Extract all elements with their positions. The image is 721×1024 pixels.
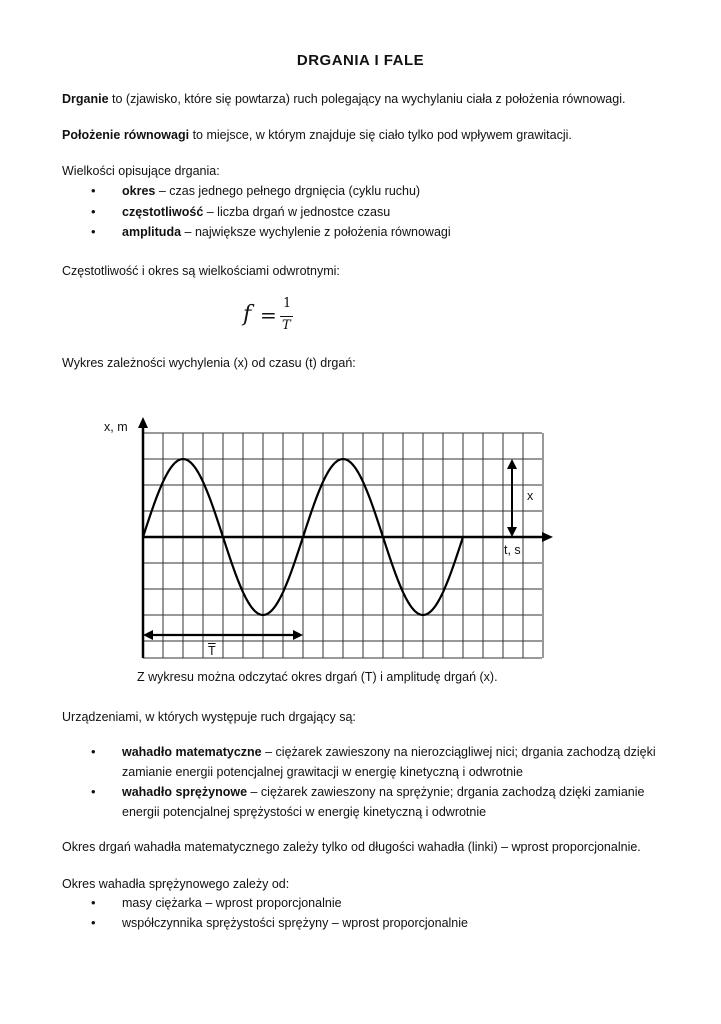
paragraph: Częstotliwość i okres są wielkościami od…: [62, 264, 340, 278]
bullet-icon: •: [91, 784, 96, 799]
paragraph: Urządzeniami, w których występuje ruch d…: [62, 710, 356, 724]
list-item: częstotliwość – liczba drgań w jednostce…: [122, 205, 391, 219]
list-item: wahadło matematyczne – ciężarek zawieszo…: [122, 745, 656, 759]
list-item-continued: energii potencjalnej sprężystości w ener…: [122, 805, 487, 819]
formula-numerator: 1: [283, 296, 292, 311]
chart-caption: Z wykresu można odczytać okres drgań (T)…: [137, 670, 498, 684]
fraction-bar: [280, 316, 293, 317]
bullet-icon: •: [91, 204, 96, 219]
list-item: wahadło sprężynowe – ciężarek zawieszony…: [122, 785, 645, 799]
bullet-icon: •: [91, 744, 96, 759]
paragraph: Wykres zależności wychylenia (x) od czas…: [62, 356, 356, 370]
list-item: współczynnika sprężystości sprężyny – wp…: [122, 916, 468, 930]
period-label: T: [208, 644, 216, 658]
amplitude-label: x: [527, 489, 534, 503]
oscillation-curve: [141, 457, 465, 617]
formula-lhs: f: [243, 302, 252, 327]
arrow-up-icon: [507, 459, 517, 469]
list-item: amplituda – największe wychylenie z poło…: [122, 225, 451, 239]
list-item: okres – czas jednego pełnego drgnięcia (…: [122, 184, 421, 198]
paragraph: Okres wahadła sprężynowego zależy od:: [62, 877, 290, 891]
formula-eq: =: [260, 303, 277, 327]
y-axis-label: x, m: [104, 420, 128, 434]
arrow-down-icon: [507, 527, 517, 537]
definition-polozenie: Położenie równowagi to miejsce, w którym…: [62, 128, 572, 142]
page-title: DRGANIA I FALE: [296, 52, 425, 69]
list-item-continued: zamianie energii potencjalnej grawitacji…: [122, 765, 523, 779]
bullet-icon: •: [91, 224, 96, 239]
formula-denominator: T: [282, 318, 291, 333]
x-axis-label: t, s: [504, 543, 521, 557]
paragraph: Wielkości opisujące drgania:: [62, 164, 220, 178]
x-axis-arrow-icon: [542, 532, 553, 542]
definition-drganie: Drganie to (zjawisko, które się powtarza…: [62, 92, 626, 106]
bullet-icon: •: [91, 183, 96, 198]
bullet-icon: •: [91, 915, 96, 930]
bullet-icon: •: [91, 895, 96, 910]
list-item: masy ciężarka – wprost proporcjonalnie: [122, 896, 342, 910]
y-axis-arrow-icon: [138, 417, 148, 428]
paragraph: Okres drgań wahadła matematycznego zależ…: [62, 840, 641, 854]
arrow-right-icon: [293, 630, 303, 640]
arrow-left-icon: [143, 630, 153, 640]
